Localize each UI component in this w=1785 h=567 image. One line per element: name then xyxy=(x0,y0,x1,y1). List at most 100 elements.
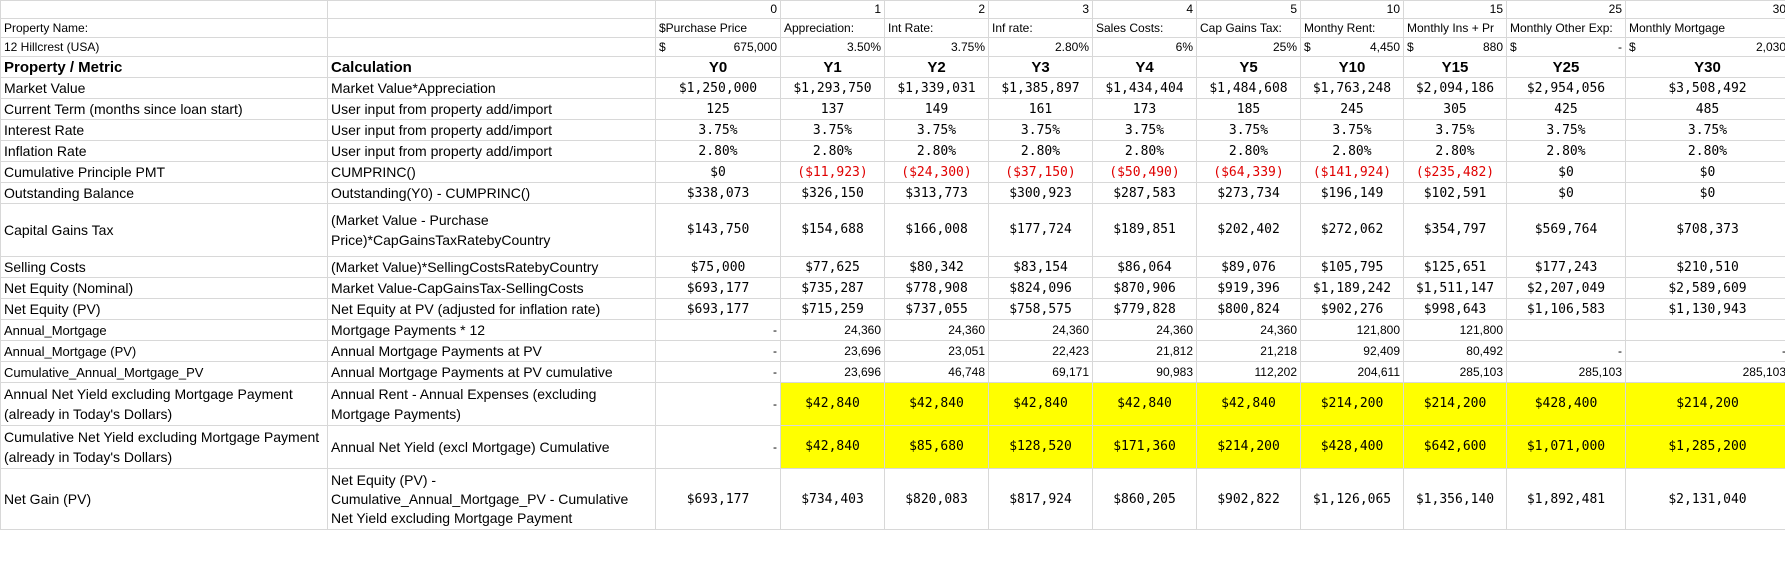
value-cell[interactable]: $1,126,065 xyxy=(1300,468,1404,530)
header-year[interactable]: Y3 xyxy=(988,56,1093,78)
column-index-cell[interactable]: 4 xyxy=(1092,0,1197,19)
value-cell[interactable]: $42,840 xyxy=(884,382,989,426)
metric-label[interactable]: Annual_Mortgage (PV) xyxy=(0,340,328,362)
value-cell[interactable]: $1,293,750 xyxy=(780,77,885,99)
cell[interactable] xyxy=(327,37,656,57)
value-cell[interactable]: $214,200 xyxy=(1403,382,1507,426)
parameter-value-cell[interactable]: $2,030 xyxy=(1625,37,1785,57)
value-cell[interactable]: 23,051 xyxy=(884,340,989,362)
value-cell[interactable]: $85,680 xyxy=(884,425,989,469)
value-cell[interactable]: $428,400 xyxy=(1506,382,1626,426)
value-cell[interactable]: $860,205 xyxy=(1092,468,1197,530)
parameter-value-cell[interactable]: 3.75% xyxy=(884,37,989,57)
value-cell[interactable]: 112,202 xyxy=(1196,361,1301,383)
value-cell[interactable]: $189,851 xyxy=(1092,203,1197,257)
cell[interactable] xyxy=(327,0,656,19)
value-cell[interactable]: 285,103 xyxy=(1506,361,1626,383)
value-cell[interactable]: $1,511,147 xyxy=(1403,277,1507,299)
value-cell[interactable]: 3.75% xyxy=(780,119,885,141)
value-cell[interactable]: 92,409 xyxy=(1300,340,1404,362)
value-cell[interactable]: $166,008 xyxy=(884,203,989,257)
calculation-label[interactable]: Annual Rent - Annual Expenses (excluding… xyxy=(327,382,656,426)
value-cell[interactable]: ($64,339) xyxy=(1196,161,1301,183)
value-cell[interactable]: $77,625 xyxy=(780,256,885,278)
column-index-cell[interactable]: 1 xyxy=(780,0,885,19)
header-year[interactable]: Y4 xyxy=(1092,56,1197,78)
value-cell[interactable]: 204,611 xyxy=(1300,361,1404,383)
metric-label[interactable]: Current Term (months since loan start) xyxy=(0,98,328,120)
value-cell[interactable]: $3,508,492 xyxy=(1625,77,1785,99)
metric-label[interactable]: Net Gain (PV) xyxy=(0,468,328,530)
value-cell[interactable]: 185 xyxy=(1196,98,1301,120)
metric-label[interactable]: Cumulative Net Yield excluding Mortgage … xyxy=(0,425,328,469)
value-cell[interactable]: 3.75% xyxy=(1625,119,1785,141)
value-cell[interactable]: $2,954,056 xyxy=(1506,77,1626,99)
calculation-label[interactable]: User input from property add/import xyxy=(327,98,656,120)
value-cell[interactable]: $89,076 xyxy=(1196,256,1301,278)
value-cell[interactable]: $202,402 xyxy=(1196,203,1301,257)
value-cell[interactable]: $86,064 xyxy=(1092,256,1197,278)
value-cell[interactable]: $919,396 xyxy=(1196,277,1301,299)
calculation-label[interactable]: Outstanding(Y0) - CUMPRINC() xyxy=(327,182,656,204)
value-cell[interactable]: $820,083 xyxy=(884,468,989,530)
value-cell[interactable]: - xyxy=(655,319,781,341)
calculation-label[interactable]: Annual Mortgage Payments at PV xyxy=(327,340,656,362)
parameter-label[interactable]: Int Rate: xyxy=(884,18,989,38)
value-cell[interactable]: $1,189,242 xyxy=(1300,277,1404,299)
calculation-label[interactable]: Net Equity at PV (adjusted for inflation… xyxy=(327,298,656,320)
value-cell[interactable]: 23,696 xyxy=(780,361,885,383)
column-index-cell[interactable]: 30 xyxy=(1625,0,1785,19)
value-cell[interactable]: 90,983 xyxy=(1092,361,1197,383)
metric-label[interactable]: Market Value xyxy=(0,77,328,99)
value-cell[interactable]: 3.75% xyxy=(884,119,989,141)
value-cell[interactable]: $428,400 xyxy=(1300,425,1404,469)
parameter-label[interactable]: Monthly Mortgage xyxy=(1625,18,1785,38)
value-cell[interactable]: 3.75% xyxy=(1196,119,1301,141)
value-cell[interactable]: 2.80% xyxy=(1403,140,1507,162)
value-cell[interactable]: $693,177 xyxy=(655,277,781,299)
column-index-cell[interactable]: 5 xyxy=(1196,0,1301,19)
value-cell[interactable]: $196,149 xyxy=(1300,182,1404,204)
metric-label[interactable]: Annual Net Yield excluding Mortgage Paym… xyxy=(0,382,328,426)
value-cell[interactable]: 3.75% xyxy=(1506,119,1626,141)
parameter-value-cell[interactable]: 2.80% xyxy=(988,37,1093,57)
value-cell[interactable] xyxy=(1625,319,1785,341)
value-cell[interactable]: $2,207,049 xyxy=(1506,277,1626,299)
metric-label[interactable]: Net Equity (PV) xyxy=(0,298,328,320)
value-cell[interactable]: $779,828 xyxy=(1092,298,1197,320)
parameter-label[interactable]: Inf rate: xyxy=(988,18,1093,38)
value-cell[interactable]: 69,171 xyxy=(988,361,1093,383)
value-cell[interactable]: $105,795 xyxy=(1300,256,1404,278)
value-cell[interactable]: $273,734 xyxy=(1196,182,1301,204)
parameter-label[interactable]: Monthly Other Exp: xyxy=(1506,18,1626,38)
value-cell[interactable]: - xyxy=(655,361,781,383)
value-cell[interactable]: $737,055 xyxy=(884,298,989,320)
value-cell[interactable]: $177,243 xyxy=(1506,256,1626,278)
cell[interactable] xyxy=(0,0,328,19)
metric-label[interactable]: Selling Costs xyxy=(0,256,328,278)
calculation-label[interactable]: Annual Net Yield (excl Mortgage) Cumulat… xyxy=(327,425,656,469)
parameter-value-cell[interactable]: $880 xyxy=(1403,37,1507,57)
parameter-value-cell[interactable]: $675,000 xyxy=(655,37,781,57)
header-year[interactable]: Y10 xyxy=(1300,56,1404,78)
value-cell[interactable]: $42,840 xyxy=(1196,382,1301,426)
value-cell[interactable]: $0 xyxy=(655,161,781,183)
parameter-value-cell[interactable]: $ - xyxy=(1506,37,1626,57)
calculation-label[interactable]: Annual Mortgage Payments at PV cumulativ… xyxy=(327,361,656,383)
value-cell[interactable]: $1,285,200 xyxy=(1625,425,1785,469)
value-cell[interactable]: $708,373 xyxy=(1625,203,1785,257)
metric-label[interactable]: Outstanding Balance xyxy=(0,182,328,204)
value-cell[interactable]: 2.80% xyxy=(780,140,885,162)
header-year[interactable]: Y0 xyxy=(655,56,781,78)
value-cell[interactable]: 21,218 xyxy=(1196,340,1301,362)
value-cell[interactable]: $1,434,404 xyxy=(1092,77,1197,99)
value-cell[interactable]: $0 xyxy=(1506,161,1626,183)
parameter-label[interactable]: Monthy Rent: xyxy=(1300,18,1404,38)
value-cell[interactable]: $171,360 xyxy=(1092,425,1197,469)
value-cell[interactable]: $2,589,609 xyxy=(1625,277,1785,299)
value-cell[interactable]: - xyxy=(655,340,781,362)
value-cell[interactable]: 245 xyxy=(1300,98,1404,120)
value-cell[interactable]: - xyxy=(655,382,781,426)
value-cell[interactable]: $0 xyxy=(1625,182,1785,204)
value-cell[interactable]: $287,583 xyxy=(1092,182,1197,204)
